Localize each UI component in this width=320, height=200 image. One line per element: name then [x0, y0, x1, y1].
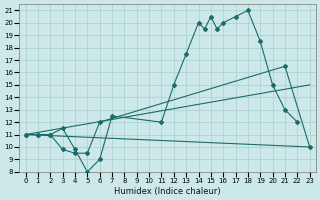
X-axis label: Humidex (Indice chaleur): Humidex (Indice chaleur)	[114, 187, 221, 196]
